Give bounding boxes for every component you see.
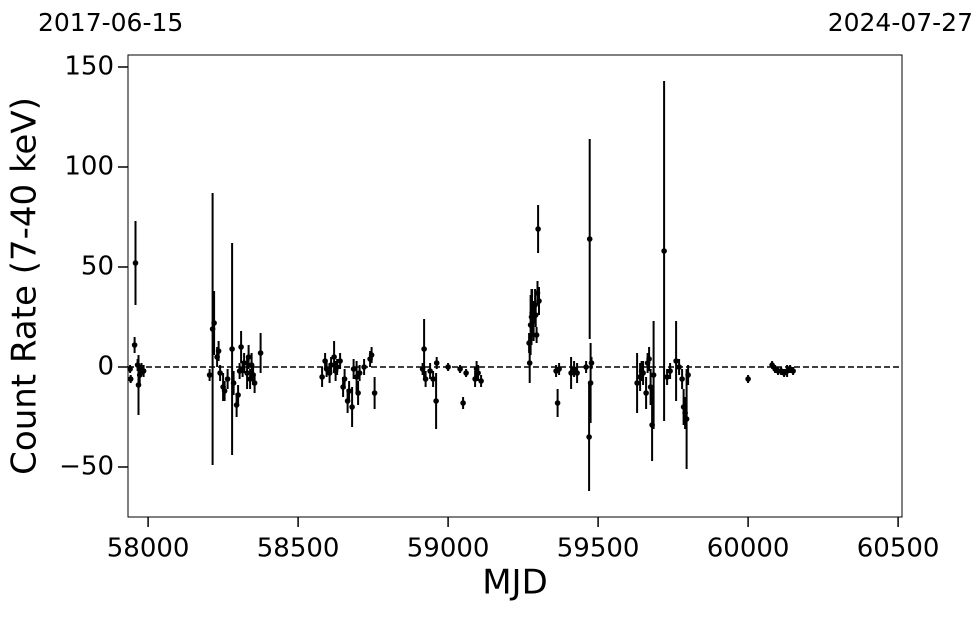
data-point — [230, 380, 237, 386]
data-point — [238, 344, 244, 350]
data-point — [433, 398, 439, 404]
data-point — [361, 364, 367, 370]
data-point — [475, 370, 481, 376]
data-point — [241, 360, 247, 366]
data-point — [676, 364, 682, 370]
data-point — [661, 248, 667, 254]
data-point — [229, 346, 235, 352]
data-point — [536, 298, 542, 304]
x-tick-label: 58500 — [257, 534, 340, 564]
x-tick-label: 60500 — [857, 534, 940, 564]
x-tick-label: 58000 — [107, 534, 190, 564]
data-point — [341, 376, 348, 382]
data-point — [478, 378, 484, 384]
data-point — [533, 332, 540, 338]
data-point — [433, 360, 440, 366]
data-point — [430, 376, 436, 382]
data-point — [745, 376, 751, 382]
data-point — [206, 372, 213, 378]
data-point — [328, 362, 334, 368]
data-point — [587, 380, 594, 386]
y-tick-label: −50 — [59, 452, 114, 482]
y-tick-label: 50 — [81, 252, 114, 282]
data-point — [650, 372, 657, 378]
data-point — [331, 354, 337, 360]
y-axis-label: Count Rate (7-40 keV) — [5, 97, 45, 475]
data-point — [685, 372, 691, 378]
data-point — [224, 376, 231, 382]
data-point — [337, 358, 343, 364]
data-point — [353, 374, 360, 380]
data-point — [244, 370, 250, 376]
data-point — [427, 368, 433, 374]
data-point — [355, 390, 361, 396]
data-point — [568, 370, 574, 376]
data-point — [368, 352, 375, 358]
data-point — [221, 388, 228, 394]
data-point — [640, 370, 646, 376]
data-point — [211, 320, 217, 326]
x-tick-label: 59500 — [557, 534, 640, 564]
data-point — [679, 376, 685, 382]
y-tick-label: 100 — [64, 152, 114, 182]
data-point — [319, 374, 325, 380]
data-point — [588, 360, 595, 366]
data-point — [643, 390, 649, 396]
data-point — [667, 368, 673, 374]
data-point — [127, 366, 133, 372]
data-point — [215, 348, 222, 354]
data-point — [445, 364, 451, 370]
y-tick-label: 0 — [97, 352, 114, 382]
data-point — [532, 312, 539, 318]
data-point — [790, 368, 796, 374]
data-point — [421, 346, 427, 352]
data-point — [647, 384, 654, 390]
data-point — [457, 366, 463, 372]
data-point — [571, 366, 577, 372]
data-point — [323, 366, 330, 372]
data-point — [463, 370, 469, 376]
data-point — [526, 360, 533, 366]
data-point — [422, 376, 429, 382]
data-point — [583, 364, 589, 370]
data-point — [683, 416, 690, 422]
start-date: 2017-06-15 — [38, 8, 183, 37]
data-point — [132, 260, 139, 266]
data-point — [664, 374, 670, 380]
x-tick-label: 59000 — [407, 534, 490, 564]
data-point — [472, 376, 478, 382]
data-point — [350, 366, 357, 372]
data-point — [235, 392, 241, 398]
end-date: 2024-07-27 — [828, 8, 973, 37]
data-point — [586, 236, 593, 242]
data-point — [349, 404, 355, 410]
data-point — [251, 380, 258, 386]
data-point — [673, 358, 679, 364]
data-point — [535, 226, 541, 232]
data-point — [131, 342, 138, 348]
data-point — [574, 370, 580, 376]
data-point — [334, 364, 340, 370]
x-axis-label: MJD — [482, 563, 548, 603]
data-point — [371, 390, 378, 396]
y-tick-label: 150 — [64, 52, 114, 82]
data-point — [257, 350, 264, 356]
data-point — [140, 368, 147, 374]
data-point — [346, 388, 352, 394]
data-point — [356, 370, 363, 376]
x-tick-label: 60000 — [707, 534, 790, 564]
data-point — [554, 400, 561, 406]
plot-frame — [127, 54, 903, 518]
data-point — [245, 354, 252, 360]
data-point — [217, 370, 223, 376]
data-point — [646, 356, 652, 362]
data-point — [634, 380, 640, 386]
data-point — [127, 376, 134, 382]
data-point — [586, 434, 592, 440]
data-point — [556, 366, 562, 372]
data-point — [769, 362, 775, 368]
data-point — [247, 376, 253, 382]
data-point — [460, 400, 466, 406]
